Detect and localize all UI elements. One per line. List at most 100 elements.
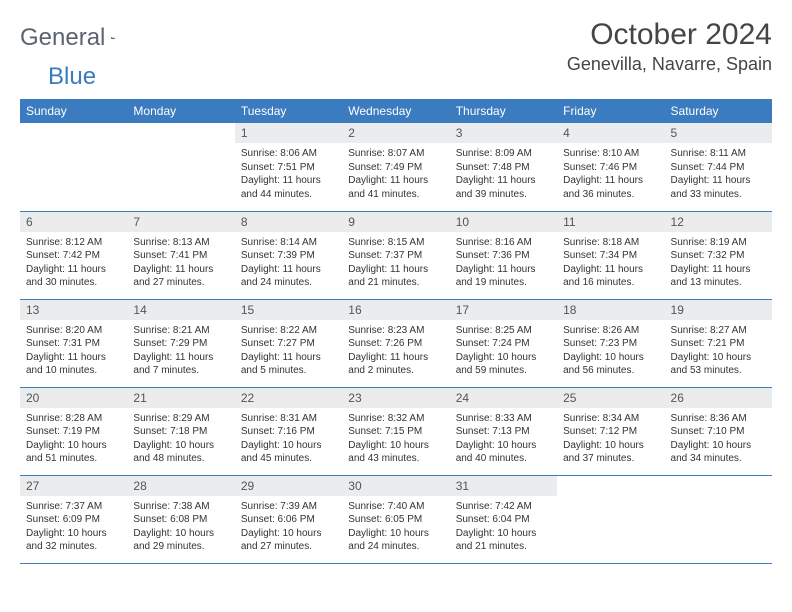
day-number: 19 [665,300,772,320]
calendar-cell: 29Sunrise: 7:39 AMSunset: 6:06 PMDayligh… [235,475,342,563]
calendar-cell: 15Sunrise: 8:22 AMSunset: 7:27 PMDayligh… [235,299,342,387]
day-body: Sunrise: 7:38 AMSunset: 6:08 PMDaylight:… [127,496,234,558]
weekday-header: Thursday [450,99,557,123]
day-number: 6 [20,212,127,232]
day-body: Sunrise: 8:25 AMSunset: 7:24 PMDaylight:… [450,320,557,382]
day-number: 14 [127,300,234,320]
calendar-cell: 30Sunrise: 7:40 AMSunset: 6:05 PMDayligh… [342,475,449,563]
calendar-cell: 11Sunrise: 8:18 AMSunset: 7:34 PMDayligh… [557,211,664,299]
day-number: 27 [20,476,127,496]
calendar-cell: 28Sunrise: 7:38 AMSunset: 6:08 PMDayligh… [127,475,234,563]
day-body: Sunrise: 7:37 AMSunset: 6:09 PMDaylight:… [20,496,127,558]
day-number: 26 [665,388,772,408]
calendar-cell: 27Sunrise: 7:37 AMSunset: 6:09 PMDayligh… [20,475,127,563]
calendar-cell: 20Sunrise: 8:28 AMSunset: 7:19 PMDayligh… [20,387,127,475]
day-number: 29 [235,476,342,496]
calendar-cell: 7Sunrise: 8:13 AMSunset: 7:41 PMDaylight… [127,211,234,299]
day-body: Sunrise: 8:12 AMSunset: 7:42 PMDaylight:… [20,232,127,294]
day-body: Sunrise: 8:36 AMSunset: 7:10 PMDaylight:… [665,408,772,470]
weekday-header: Friday [557,99,664,123]
day-body: Sunrise: 8:15 AMSunset: 7:37 PMDaylight:… [342,232,449,294]
weekday-header: Monday [127,99,234,123]
calendar-cell: 4Sunrise: 8:10 AMSunset: 7:46 PMDaylight… [557,123,664,211]
calendar-cell: 25Sunrise: 8:34 AMSunset: 7:12 PMDayligh… [557,387,664,475]
calendar-cell: 24Sunrise: 8:33 AMSunset: 7:13 PMDayligh… [450,387,557,475]
day-body: Sunrise: 8:34 AMSunset: 7:12 PMDaylight:… [557,408,664,470]
day-number: 5 [665,123,772,143]
calendar-cell: 1Sunrise: 8:06 AMSunset: 7:51 PMDaylight… [235,123,342,211]
day-body: Sunrise: 8:28 AMSunset: 7:19 PMDaylight:… [20,408,127,470]
day-body: Sunrise: 8:33 AMSunset: 7:13 PMDaylight:… [450,408,557,470]
day-number: 25 [557,388,664,408]
day-body: Sunrise: 8:29 AMSunset: 7:18 PMDaylight:… [127,408,234,470]
weekday-header: Saturday [665,99,772,123]
calendar-cell: 14Sunrise: 8:21 AMSunset: 7:29 PMDayligh… [127,299,234,387]
calendar-cell: 18Sunrise: 8:26 AMSunset: 7:23 PMDayligh… [557,299,664,387]
day-number: 22 [235,388,342,408]
day-body: Sunrise: 7:39 AMSunset: 6:06 PMDaylight:… [235,496,342,558]
day-body: Sunrise: 8:26 AMSunset: 7:23 PMDaylight:… [557,320,664,382]
day-body: Sunrise: 8:19 AMSunset: 7:32 PMDaylight:… [665,232,772,294]
day-body: Sunrise: 8:06 AMSunset: 7:51 PMDaylight:… [235,143,342,205]
calendar-cell: 6Sunrise: 8:12 AMSunset: 7:42 PMDaylight… [20,211,127,299]
day-body: Sunrise: 8:20 AMSunset: 7:31 PMDaylight:… [20,320,127,382]
calendar-cell: 3Sunrise: 8:09 AMSunset: 7:48 PMDaylight… [450,123,557,211]
calendar-cell [127,123,234,211]
logo-text-1: General [20,24,105,52]
weekday-header: Wednesday [342,99,449,123]
calendar-cell: 2Sunrise: 8:07 AMSunset: 7:49 PMDaylight… [342,123,449,211]
day-number: 18 [557,300,664,320]
calendar-cell: 21Sunrise: 8:29 AMSunset: 7:18 PMDayligh… [127,387,234,475]
day-number: 1 [235,123,342,143]
day-body: Sunrise: 8:18 AMSunset: 7:34 PMDaylight:… [557,232,664,294]
day-body: Sunrise: 8:21 AMSunset: 7:29 PMDaylight:… [127,320,234,382]
day-body: Sunrise: 8:16 AMSunset: 7:36 PMDaylight:… [450,232,557,294]
month-title: October 2024 [567,18,772,52]
day-number: 10 [450,212,557,232]
day-number: 21 [127,388,234,408]
day-body: Sunrise: 8:10 AMSunset: 7:46 PMDaylight:… [557,143,664,205]
calendar-cell: 13Sunrise: 8:20 AMSunset: 7:31 PMDayligh… [20,299,127,387]
calendar-cell: 31Sunrise: 7:42 AMSunset: 6:04 PMDayligh… [450,475,557,563]
day-body: Sunrise: 7:40 AMSunset: 6:05 PMDaylight:… [342,496,449,558]
day-number: 9 [342,212,449,232]
logo: General [20,18,141,52]
day-number: 15 [235,300,342,320]
day-number: 20 [20,388,127,408]
day-number: 4 [557,123,664,143]
day-number: 7 [127,212,234,232]
calendar-cell: 5Sunrise: 8:11 AMSunset: 7:44 PMDaylight… [665,123,772,211]
day-body: Sunrise: 8:11 AMSunset: 7:44 PMDaylight:… [665,143,772,205]
weekday-header: Tuesday [235,99,342,123]
day-number: 24 [450,388,557,408]
day-body: Sunrise: 8:22 AMSunset: 7:27 PMDaylight:… [235,320,342,382]
day-number: 23 [342,388,449,408]
calendar-cell: 19Sunrise: 8:27 AMSunset: 7:21 PMDayligh… [665,299,772,387]
calendar-cell [665,475,772,563]
day-number: 11 [557,212,664,232]
day-number: 13 [20,300,127,320]
weekday-header: Sunday [20,99,127,123]
calendar-cell: 17Sunrise: 8:25 AMSunset: 7:24 PMDayligh… [450,299,557,387]
calendar-table: SundayMondayTuesdayWednesdayThursdayFrid… [20,99,772,564]
day-number: 17 [450,300,557,320]
day-body: Sunrise: 8:31 AMSunset: 7:16 PMDaylight:… [235,408,342,470]
logo-flag-icon [111,29,116,47]
calendar-cell: 26Sunrise: 8:36 AMSunset: 7:10 PMDayligh… [665,387,772,475]
day-number: 8 [235,212,342,232]
calendar-cell: 9Sunrise: 8:15 AMSunset: 7:37 PMDaylight… [342,211,449,299]
day-body: Sunrise: 8:27 AMSunset: 7:21 PMDaylight:… [665,320,772,382]
day-body: Sunrise: 8:07 AMSunset: 7:49 PMDaylight:… [342,143,449,205]
calendar-cell: 10Sunrise: 8:16 AMSunset: 7:36 PMDayligh… [450,211,557,299]
day-number: 31 [450,476,557,496]
logo-text-2: Blue [20,63,96,91]
day-number: 3 [450,123,557,143]
day-number: 12 [665,212,772,232]
calendar-cell: 12Sunrise: 8:19 AMSunset: 7:32 PMDayligh… [665,211,772,299]
location: Genevilla, Navarre, Spain [567,54,772,75]
day-body: Sunrise: 7:42 AMSunset: 6:04 PMDaylight:… [450,496,557,558]
day-body: Sunrise: 8:23 AMSunset: 7:26 PMDaylight:… [342,320,449,382]
day-number: 30 [342,476,449,496]
day-number: 16 [342,300,449,320]
day-body: Sunrise: 8:13 AMSunset: 7:41 PMDaylight:… [127,232,234,294]
